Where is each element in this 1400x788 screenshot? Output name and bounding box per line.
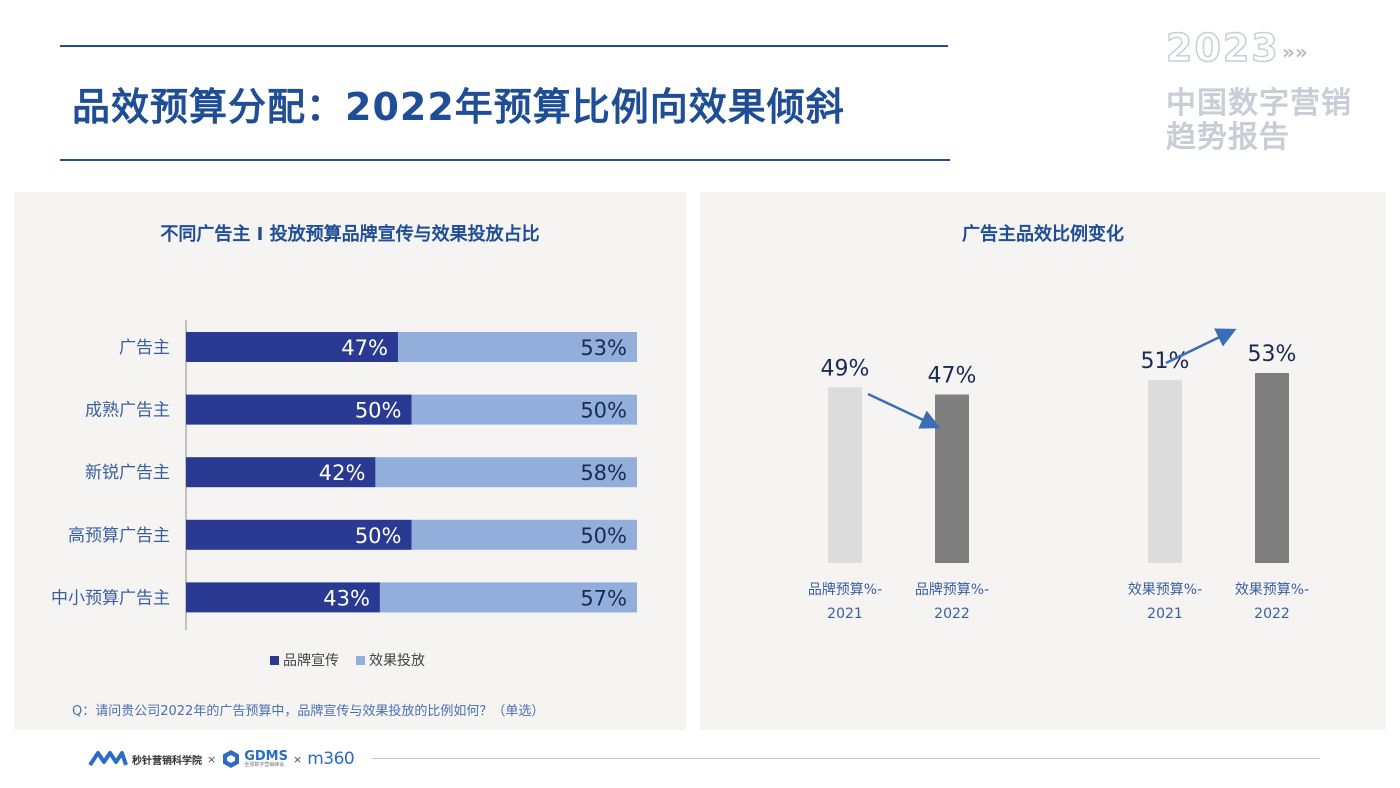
bar-effect [375, 457, 637, 488]
column-category-label-line2: 2022 [1254, 606, 1290, 622]
brand-line-1: 中国数字营销 [1166, 86, 1352, 121]
logo2-subtitle: 全球数字营销峰会 [244, 762, 285, 768]
bar-effect [411, 519, 637, 550]
bar-brand-label: 42% [319, 461, 366, 485]
footer-separator: × [207, 752, 217, 766]
bar-effect-label: 50% [580, 524, 627, 548]
category-label: 广告主 [119, 338, 170, 358]
legend-label-brand: 品牌宣传 [283, 652, 339, 669]
bar-effect [379, 582, 637, 613]
bar-brand [186, 457, 376, 488]
column-bar [1148, 380, 1182, 563]
footer-divider [372, 758, 1320, 759]
category-label: 成熟广告主 [85, 400, 170, 421]
page-title: 品效预算分配：2022年预算比例向效果倾斜 [72, 85, 845, 129]
title-rule-bottom [60, 159, 950, 161]
column-category-label-line1: 效果预算%- [1128, 582, 1202, 598]
bar-brand [186, 332, 398, 362]
brand-year: 2023 [1165, 25, 1280, 71]
bar-brand [186, 582, 380, 613]
column-value-label: 53% [1248, 342, 1297, 367]
legend-swatch-brand [270, 656, 279, 665]
logo2-text: GDMS [244, 749, 288, 764]
bar-effect [411, 394, 637, 425]
bar-brand-label: 50% [355, 399, 402, 423]
gdms-logo-icon [223, 750, 240, 768]
left-chart-title: 不同广告主 I 投放预算品牌宣传与效果投放占比 [160, 224, 540, 245]
column-category-label-line2: 2022 [934, 606, 970, 622]
category-label: 高预算广告主 [68, 526, 170, 546]
right-chart-panel: 广告主品效比例变化 49% 品牌预算%- 2021 47% 品牌预算%- 2022 51% 效… [700, 192, 1386, 730]
category-label: 中小预算广告主 [51, 588, 170, 608]
m360-logo: m360 [307, 749, 355, 769]
brand-line-2: 趋势报告 [1166, 120, 1290, 155]
bar-effect-label: 57% [580, 586, 627, 610]
miaozhen-logo-icon [88, 751, 128, 767]
category-label: 新锐广告主 [85, 463, 170, 483]
footer-separator-2: × [292, 752, 303, 766]
stacked-bar-chart: 广告主 47% 53% 成熟广告主 50% 50% 新锐广告主 42% 58% 高预算广告主 50%… [51, 320, 637, 669]
bar-brand [186, 394, 412, 425]
column-value-label: 51% [1141, 349, 1190, 374]
column-bar [828, 387, 862, 563]
logo1-text: 秒针营销科学院 [132, 755, 202, 767]
bar-brand-label: 47% [341, 336, 388, 360]
column-value-label: 47% [928, 364, 977, 389]
bar-brand-label: 43% [323, 586, 370, 610]
column-category-label-line1: 品牌预算%- [915, 581, 989, 598]
title-rule-top [60, 45, 948, 47]
column-value-label: 49% [821, 356, 870, 381]
right-chart-title: 广告主品效比例变化 [962, 224, 1124, 245]
left-chart-panel: 不同广告主 I 投放预算品牌宣传与效果投放占比 广告主 47% 53% 成熟广告主 50… [14, 192, 686, 730]
legend-label-effect: 效果投放 [369, 653, 425, 669]
column-category-label-line1: 效果预算%- [1235, 582, 1309, 598]
legend-swatch-effect [356, 656, 365, 665]
column-category-label-line2: 2021 [827, 606, 863, 622]
column-category-label-line2: 2021 [1147, 606, 1183, 622]
column-chart: 49% 品牌预算%- 2021 47% 品牌预算%- 2022 51% 效果预算%- 2021 5… [808, 328, 1309, 622]
bar-effect-label: 50% [580, 399, 627, 423]
bar-effect-label: 53% [580, 336, 627, 360]
up-arrow-icon [1165, 328, 1237, 365]
bar-effect [397, 332, 637, 362]
brand-arrows-icon: »» [1282, 40, 1308, 64]
column-category-label-line1: 品牌预算%- [808, 581, 882, 598]
down-arrow-icon [867, 392, 941, 429]
bar-brand-label: 50% [355, 524, 402, 548]
column-bar [935, 394, 969, 563]
survey-question-footnote: Q：请问贵公司2022年的广告预算中，品牌宣传与效果投放的比例如何？（单选） [72, 704, 545, 719]
column-bar [1255, 373, 1289, 563]
footer-logos: 秒针营销科学院 × GDMS 全球数字营销峰会 × m360 [88, 744, 355, 774]
bar-effect-label: 58% [580, 461, 627, 485]
bar-brand [186, 519, 412, 550]
